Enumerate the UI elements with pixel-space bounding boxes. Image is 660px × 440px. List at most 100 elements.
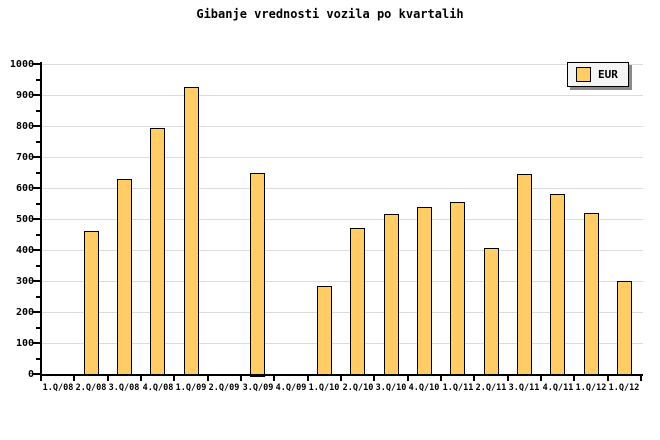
y-axis-minor-tick xyxy=(36,234,40,236)
bar xyxy=(550,194,565,376)
y-axis-major-tick xyxy=(33,311,40,313)
x-axis-tick xyxy=(73,376,75,381)
gridline xyxy=(42,126,643,127)
x-axis-tick xyxy=(307,376,309,381)
gridline xyxy=(42,312,643,313)
x-axis-category-label: 4.Q/08 xyxy=(142,383,174,393)
y-axis-tick-label: 500 xyxy=(15,214,34,225)
y-axis-minor-tick xyxy=(36,296,40,298)
y-axis-major-tick xyxy=(33,373,40,375)
x-axis-tick xyxy=(107,376,109,381)
bar xyxy=(484,248,499,376)
x-axis-tick xyxy=(540,376,542,381)
x-axis-category-label: 3.Q/09 xyxy=(242,383,274,393)
y-axis-major-tick xyxy=(33,187,40,189)
y-axis-tick-label: 0 xyxy=(27,369,34,380)
x-axis-category-label: 4.Q/11 xyxy=(542,383,574,393)
x-axis-tick xyxy=(240,376,242,381)
x-axis-category-label: 1.Q/12 xyxy=(575,383,607,393)
y-axis-minor-tick xyxy=(36,141,40,143)
y-axis-major-tick xyxy=(33,280,40,282)
y-axis-minor-tick xyxy=(36,358,40,360)
y-axis-minor-tick xyxy=(36,327,40,329)
x-axis-tick xyxy=(373,376,375,381)
x-axis-tick xyxy=(273,376,275,381)
x-axis-tick xyxy=(473,376,475,381)
x-axis-category-label: 4.Q/10 xyxy=(408,383,440,393)
y-axis-tick-label: 400 xyxy=(15,245,34,256)
y-axis-major-tick xyxy=(33,156,40,158)
gridline xyxy=(42,343,643,344)
y-axis-tick-label: 1000 xyxy=(9,59,34,70)
y-axis-minor-tick xyxy=(36,110,40,112)
x-axis-tick xyxy=(440,376,442,381)
bar xyxy=(250,173,265,377)
y-axis-major-tick xyxy=(33,218,40,220)
bar xyxy=(184,87,199,376)
y-axis-minor-tick xyxy=(36,203,40,205)
bar xyxy=(384,214,399,376)
bar xyxy=(150,128,165,376)
bar xyxy=(584,213,599,376)
y-axis-minor-tick xyxy=(36,79,40,81)
legend-swatch-eur xyxy=(576,67,591,82)
x-axis-tick xyxy=(573,376,575,381)
x-axis-category-label: 4.Q/09 xyxy=(275,383,307,393)
x-axis-tick xyxy=(340,376,342,381)
gridline xyxy=(42,188,643,189)
y-axis-tick-label: 200 xyxy=(15,307,34,318)
y-axis-tick-label: 800 xyxy=(15,121,34,132)
y-axis-line xyxy=(40,62,42,376)
legend-label: EUR xyxy=(598,68,618,81)
x-axis-category-label: 3.Q/08 xyxy=(108,383,140,393)
bar xyxy=(350,228,365,376)
x-axis-category-label: 3.Q/10 xyxy=(375,383,407,393)
gridline xyxy=(42,250,643,251)
y-axis-major-tick xyxy=(33,342,40,344)
x-axis-line xyxy=(40,374,643,376)
gridline xyxy=(42,219,643,220)
x-axis-tick xyxy=(40,376,42,381)
bar xyxy=(617,281,632,376)
x-axis-tick xyxy=(407,376,409,381)
x-axis-tick xyxy=(507,376,509,381)
bar xyxy=(517,174,532,376)
gridline xyxy=(42,64,643,65)
x-axis-category-label: 1.Q/10 xyxy=(308,383,340,393)
x-axis-category-label: 1.Q/12 xyxy=(608,383,640,393)
x-axis-category-label: 2.Q/11 xyxy=(475,383,507,393)
bar xyxy=(450,202,465,376)
gridline xyxy=(42,95,643,96)
x-axis-category-label: 2.Q/09 xyxy=(208,383,240,393)
y-axis-major-tick xyxy=(33,94,40,96)
y-axis-tick-label: 700 xyxy=(15,152,34,163)
y-axis-major-tick xyxy=(33,125,40,127)
bar xyxy=(117,179,132,376)
legend: EUR xyxy=(567,62,629,87)
x-axis-category-label: 3.Q/11 xyxy=(508,383,540,393)
y-axis-tick-label: 600 xyxy=(15,183,34,194)
y-axis-major-tick xyxy=(33,63,40,65)
y-axis-minor-tick xyxy=(36,265,40,267)
y-axis-tick-label: 100 xyxy=(15,338,34,349)
x-axis-tick xyxy=(173,376,175,381)
chart-title: Gibanje vrednosti vozila po kvartalih xyxy=(196,7,464,21)
y-axis-tick-label: 300 xyxy=(15,276,34,287)
x-axis-category-label: 2.Q/10 xyxy=(342,383,374,393)
y-axis-major-tick xyxy=(33,249,40,251)
gridline xyxy=(42,157,643,158)
x-axis-tick xyxy=(207,376,209,381)
x-axis-category-label: 1.Q/11 xyxy=(442,383,474,393)
y-axis-minor-tick xyxy=(36,172,40,174)
x-axis-tick xyxy=(140,376,142,381)
gridline xyxy=(42,281,643,282)
x-axis-category-label: 2.Q/08 xyxy=(75,383,107,393)
bar xyxy=(317,286,332,376)
bar xyxy=(417,207,432,376)
x-axis-category-label: 1.Q/08 xyxy=(42,383,74,393)
